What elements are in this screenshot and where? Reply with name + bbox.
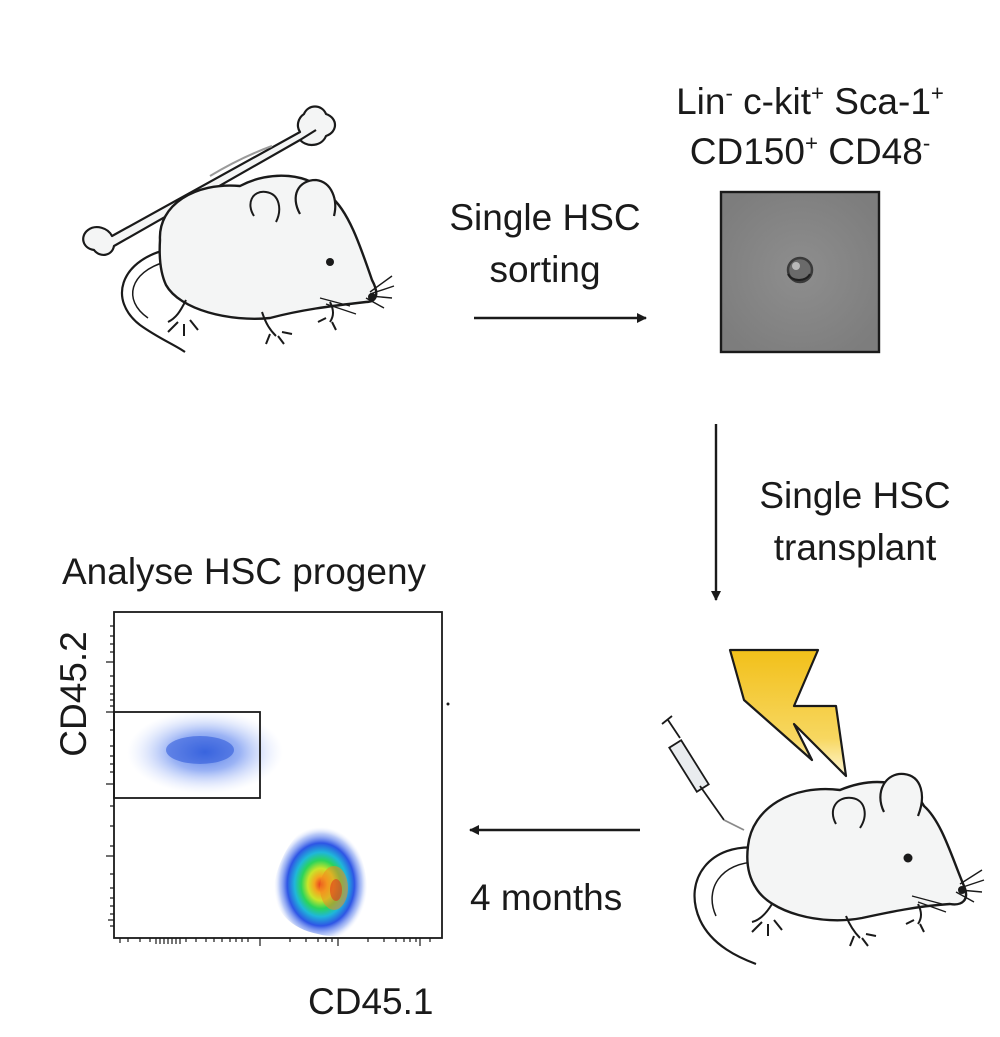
y-axis-ticks <box>106 625 114 927</box>
marker-line-2: CD150+ CD48- <box>630 130 990 174</box>
recipient-mouse-eye <box>903 853 913 863</box>
sorting-label-1: Single HSC <box>449 197 641 238</box>
x-axis-ticks <box>119 938 431 946</box>
x-axis-label: CD45.1 <box>308 981 434 1022</box>
bone-icon <box>82 105 337 256</box>
transplant-label-1: Single HSC <box>759 475 951 516</box>
marker-sca1: Sca-1+ <box>834 80 944 122</box>
sorting-label-2: sorting <box>489 249 601 290</box>
analyse-label: Analyse HSC progeny <box>62 551 427 592</box>
marker-cd48: CD48- <box>828 130 931 172</box>
donor-mouse-ear <box>294 178 337 217</box>
cd45-1-population <box>274 821 368 937</box>
cd45-2-gate <box>113 711 261 799</box>
duration-label: 4 months <box>470 877 623 918</box>
donor-mouse-group <box>82 105 395 353</box>
donor-mouse-tail <box>121 248 186 353</box>
donor-mouse-eye <box>326 258 334 266</box>
sorted-cell-image <box>719 190 881 354</box>
marker-cd150: CD150+ <box>689 130 818 172</box>
marker-line-1: Lin- c-kit+ Sca-1+ <box>630 80 990 124</box>
marker-ckit: c-kit+ <box>743 80 824 122</box>
recipient-mouse-group <box>661 648 985 966</box>
irradiation-bolt-icon <box>728 648 848 778</box>
transplant-label-2: transplant <box>773 527 937 568</box>
flow-plot <box>106 611 450 946</box>
syringe-icon <box>661 715 745 831</box>
marker-lin: Lin- <box>676 80 733 122</box>
